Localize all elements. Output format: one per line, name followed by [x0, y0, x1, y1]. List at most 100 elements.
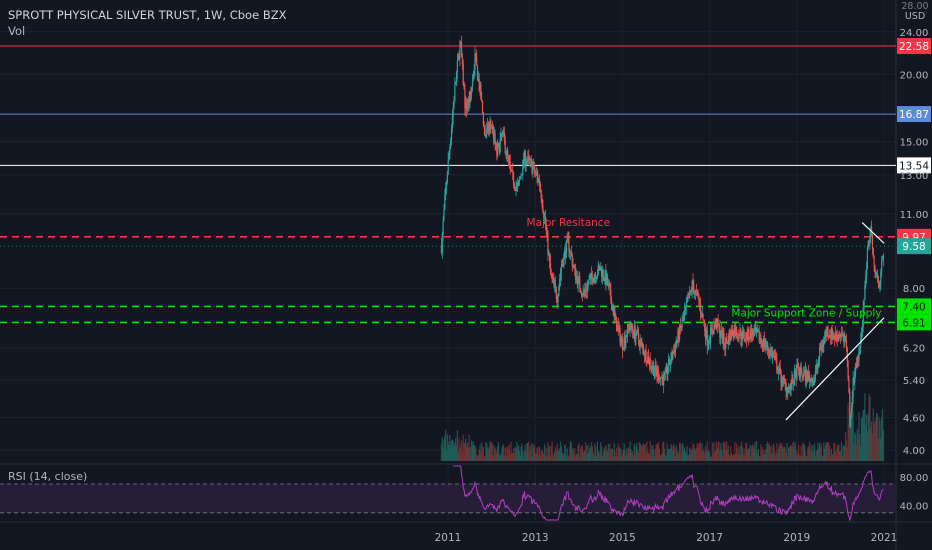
volume-bar [744, 454, 746, 461]
candle-body [443, 209, 445, 221]
volume-bar [854, 432, 856, 461]
volume-bar [859, 433, 861, 461]
candle-body [690, 289, 692, 292]
candle-body [582, 291, 584, 296]
candle-body [486, 124, 489, 129]
volume-bar [684, 450, 687, 461]
candle-body [776, 359, 778, 372]
volume-bar [822, 455, 824, 461]
candle-body [738, 335, 740, 339]
candle-body [745, 332, 747, 340]
volume-bar [777, 448, 780, 461]
volume-bar [756, 453, 759, 461]
candle-body [869, 236, 871, 242]
candle-body [618, 327, 620, 329]
volume-bar [797, 451, 799, 461]
rsi-tick-label: 40.00 [900, 502, 929, 513]
candle-body [713, 325, 715, 335]
volume-bar [452, 440, 454, 461]
volume-bar [717, 442, 719, 461]
volume-bar [576, 454, 578, 461]
candle-body [562, 264, 564, 267]
candle-body [834, 338, 836, 340]
volume-bar [573, 454, 575, 461]
volume-bar [765, 449, 767, 461]
candle-body [658, 380, 661, 382]
candle-body [740, 329, 742, 339]
candle-body [741, 330, 744, 340]
time-tick-label: 2011 [435, 532, 462, 544]
volume-bar [586, 454, 588, 461]
candle-body [616, 317, 618, 332]
candle-body [632, 331, 635, 337]
volume-bar [737, 452, 739, 461]
volume-bar [636, 443, 638, 461]
candle-body [668, 358, 671, 366]
volume-bar [783, 446, 785, 461]
candle-body [767, 349, 770, 352]
volume-bar [455, 445, 458, 461]
volume-bar [604, 446, 606, 461]
candle-body [538, 179, 541, 185]
candle-body [766, 342, 768, 346]
candle-body [838, 334, 840, 337]
volume-bar [655, 443, 657, 461]
volume-bar [844, 444, 846, 461]
volume-bar [515, 448, 517, 461]
candle-body [844, 336, 847, 341]
candle-body [502, 131, 504, 135]
volume-bar [842, 445, 844, 461]
volume-bar [760, 443, 762, 461]
candle-body [754, 328, 756, 332]
price-tick-label: 20.00 [900, 70, 929, 81]
volume-bar [557, 450, 559, 461]
candle-body [552, 277, 554, 279]
candle-body [819, 347, 821, 359]
volume-bar [530, 443, 532, 461]
candle-body [545, 224, 547, 230]
candle-body [843, 333, 845, 342]
volume-bar [720, 443, 722, 461]
candle-body [757, 331, 759, 333]
volume-bar [833, 443, 835, 461]
candle-body [683, 315, 685, 321]
volume-bar [862, 410, 864, 461]
candle-body [791, 377, 793, 391]
candle-body [541, 199, 543, 207]
candle-body [605, 271, 607, 285]
candle-body [822, 344, 824, 347]
candle-body [764, 346, 766, 347]
candle-body [455, 82, 457, 85]
candle-body [564, 249, 566, 254]
volume-bar [629, 441, 631, 461]
volume-bar [683, 450, 685, 461]
candle-body [874, 264, 876, 273]
trendline [861, 222, 885, 244]
volume-bar [531, 456, 533, 461]
candle-body [787, 387, 789, 393]
candle-body [856, 358, 858, 368]
volume-bar [823, 442, 825, 461]
candle-body [784, 381, 786, 383]
candle-body [659, 377, 661, 381]
candle-body [473, 68, 475, 76]
volume-bar [559, 448, 561, 461]
candle-body [543, 216, 546, 218]
candle-body [750, 330, 752, 341]
volume-bar [764, 454, 766, 461]
candle-body [742, 330, 744, 332]
candle-body [752, 334, 754, 337]
candle-body [775, 356, 777, 360]
candle-body [725, 338, 728, 342]
volume-bar [696, 443, 698, 461]
candle-body [474, 53, 476, 69]
volume-bar [860, 418, 863, 461]
candle-body [556, 299, 558, 303]
volume-bar [767, 441, 769, 461]
volume-bar [621, 453, 624, 461]
candle-body [707, 343, 709, 346]
volume-bar [662, 442, 664, 461]
volume-bar [440, 443, 443, 461]
candle-body [841, 334, 843, 336]
